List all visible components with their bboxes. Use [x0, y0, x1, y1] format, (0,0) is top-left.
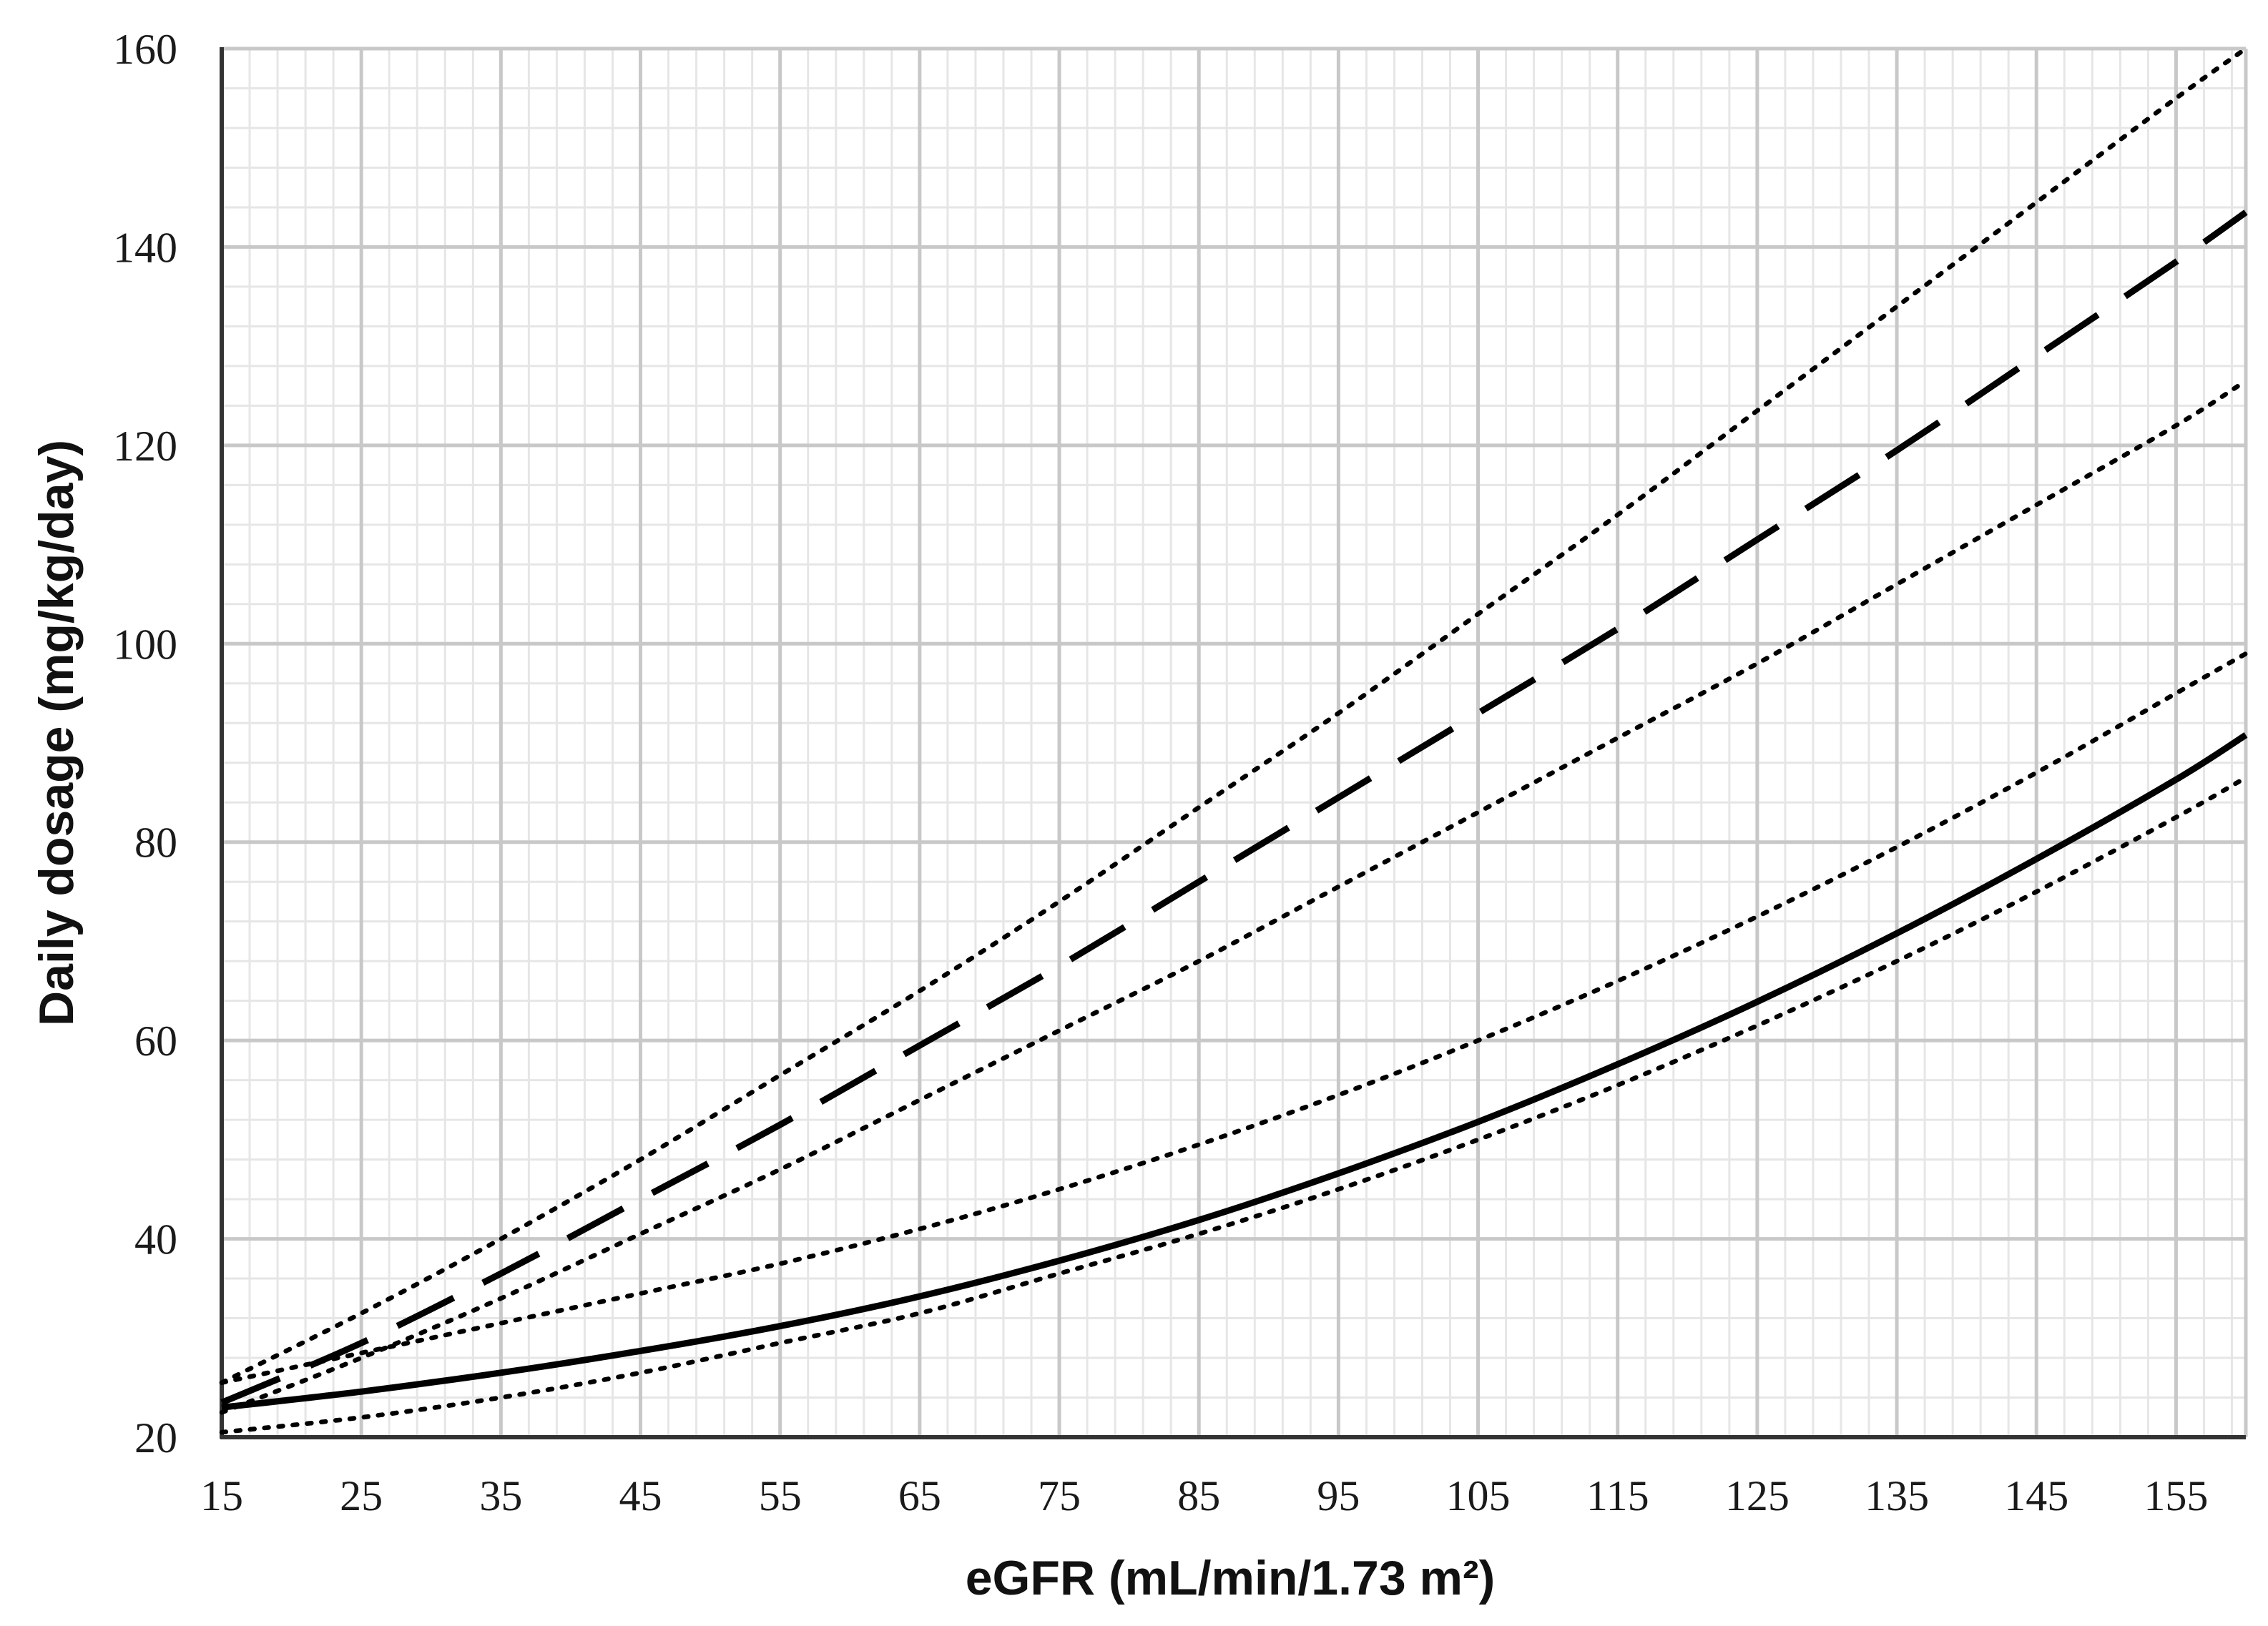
y-tick-labels: 20 40 60 80 100 120 140 160 [113, 26, 177, 1462]
series-line-dotted-2 [219, 46, 2249, 1385]
x-tick-labels: 15 25 35 45 55 65 75 85 95 105 115 125 135 145 155 [200, 1472, 2208, 1519]
series-line-dashed-1 [220, 210, 2248, 1406]
axes [220, 47, 2246, 1439]
series-line-solid-4 [221, 732, 2248, 1411]
series-line-dotted-5 [219, 651, 2249, 1385]
x-tick-label: 35 [479, 1472, 522, 1519]
x-tick-label: 25 [340, 1472, 383, 1519]
y-tick-label: 60 [134, 1018, 177, 1065]
x-tick-label: 115 [1586, 1472, 1649, 1519]
series-lines [219, 46, 2249, 1435]
x-tick-label: 145 [2004, 1472, 2068, 1519]
y-tick-label: 160 [113, 26, 177, 73]
x-axis-title: eGFR (mL/min/1.73 m²) [966, 1551, 1496, 1605]
y-tick-label: 40 [134, 1216, 177, 1263]
y-tick-label: 140 [113, 224, 177, 271]
x-tick-label: 95 [1317, 1472, 1360, 1519]
x-tick-label: 85 [1177, 1472, 1220, 1519]
y-tick-label: 80 [134, 819, 177, 867]
x-tick-label: 75 [1038, 1472, 1081, 1519]
x-tick-label: 135 [1865, 1472, 1929, 1519]
x-tick-label: 15 [200, 1472, 243, 1519]
x-tick-label: 55 [759, 1472, 802, 1519]
series-line-dotted-6 [219, 775, 2249, 1435]
y-tick-label: 20 [134, 1414, 177, 1462]
x-tick-label: 125 [1725, 1472, 1790, 1519]
minor-gridlines [222, 49, 2246, 1437]
x-tick-label: 45 [619, 1472, 662, 1519]
y-tick-label: 120 [113, 423, 177, 470]
y-axis-title: Daily dosage (mg/kg/day) [29, 440, 84, 1026]
x-tick-label: 65 [898, 1472, 941, 1519]
x-tick-label: 155 [2144, 1472, 2208, 1519]
major-gridlines [220, 46, 2248, 1439]
y-tick-label: 100 [113, 621, 177, 668]
series-line-dotted-3 [219, 378, 2249, 1415]
x-tick-label: 105 [1446, 1472, 1511, 1519]
